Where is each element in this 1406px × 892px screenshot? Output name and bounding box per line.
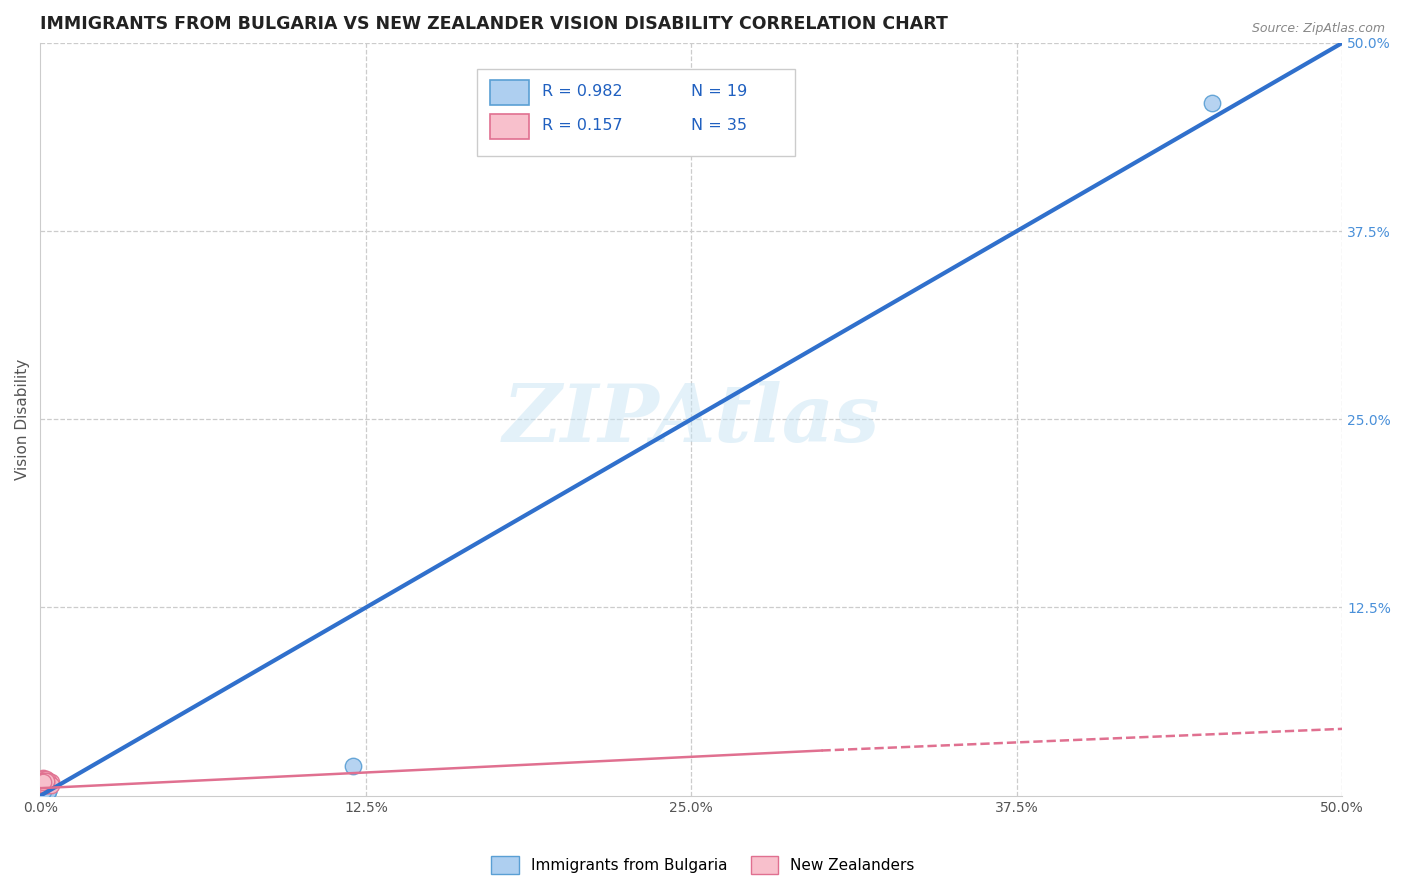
Point: [34, 777, 56, 791]
Text: R = 0.982: R = 0.982: [541, 85, 623, 99]
Point: [34, 775, 56, 789]
Y-axis label: Vision Disability: Vision Disability: [15, 359, 30, 480]
Point: [37, 773, 59, 788]
Point: [32, 773, 55, 788]
FancyBboxPatch shape: [489, 79, 529, 105]
Point: [32, 778, 55, 792]
Point: [32, 782, 55, 797]
Point: [32, 771, 55, 785]
Point: [34, 775, 56, 789]
Legend: Immigrants from Bulgaria, New Zealanders: Immigrants from Bulgaria, New Zealanders: [485, 850, 921, 880]
Point: [32, 784, 55, 798]
Text: ZIPAtlas: ZIPAtlas: [503, 381, 880, 458]
Point: [32, 772, 55, 786]
Point: [34, 781, 56, 796]
Point: [32, 777, 55, 791]
Point: [32, 777, 55, 791]
Point: [34, 772, 56, 786]
Point: [32, 775, 55, 789]
Point: [37, 778, 59, 792]
Point: [1201, 96, 1223, 111]
Point: [32, 777, 55, 791]
Point: [32, 784, 55, 798]
Point: [37, 784, 59, 798]
Point: [32, 782, 55, 797]
Point: [37, 773, 59, 788]
Point: [32, 777, 55, 791]
Point: [34, 775, 56, 789]
Point: [34, 773, 56, 788]
Point: [34, 782, 56, 797]
Point: [34, 782, 56, 797]
Point: [39, 775, 62, 789]
Point: [32, 775, 55, 789]
Point: [39, 778, 62, 792]
Point: [342, 758, 364, 772]
Point: [34, 782, 56, 797]
Point: [34, 777, 56, 791]
Point: [32, 773, 55, 788]
Point: [32, 775, 55, 789]
Point: [34, 775, 56, 789]
FancyBboxPatch shape: [477, 70, 796, 156]
Text: N = 19: N = 19: [692, 85, 748, 99]
Point: [32, 777, 55, 791]
Point: [34, 775, 56, 789]
Text: R = 0.157: R = 0.157: [541, 119, 623, 133]
Point: [37, 777, 59, 791]
Point: [34, 781, 56, 796]
Point: [32, 784, 55, 798]
Point: [32, 784, 55, 798]
Text: N = 35: N = 35: [692, 119, 748, 133]
Point: [37, 773, 59, 788]
Point: [32, 777, 55, 791]
Point: [34, 782, 56, 797]
Point: [32, 784, 55, 798]
Point: [32, 773, 55, 788]
Text: IMMIGRANTS FROM BULGARIA VS NEW ZEALANDER VISION DISABILITY CORRELATION CHART: IMMIGRANTS FROM BULGARIA VS NEW ZEALANDE…: [41, 15, 948, 33]
Point: [37, 784, 59, 798]
Text: Source: ZipAtlas.com: Source: ZipAtlas.com: [1251, 22, 1385, 36]
Point: [32, 773, 55, 788]
Point: [32, 781, 55, 796]
Point: [34, 778, 56, 792]
FancyBboxPatch shape: [489, 113, 529, 139]
Point: [37, 784, 59, 798]
Point: [32, 775, 55, 789]
Point: [34, 778, 56, 792]
